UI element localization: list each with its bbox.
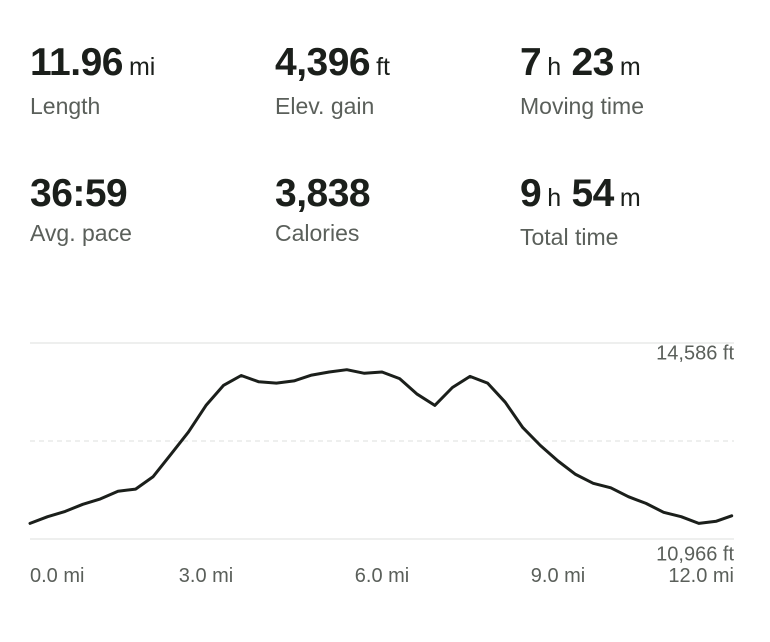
stat-number: 23	[571, 41, 614, 84]
stat-label: Avg. pace	[30, 220, 132, 246]
stat-label: Length	[30, 93, 101, 119]
stat-value: 3,838	[275, 171, 520, 217]
x-tick-label: 6.0 mi	[355, 565, 409, 587]
stats-grid: 11.96 mi Length 4,396 ft Elev. gain 7 h 23 m Movi…	[30, 40, 750, 281]
stat-number: 9	[520, 172, 542, 215]
elevation-chart: 14,586 ft 10,966 ft 0.0 mi 3.0 mi 6.0 mi 9.0 …	[28, 342, 734, 587]
stat-label: Calories	[275, 220, 360, 246]
stat-label: Total time	[520, 224, 619, 250]
stat-unit: m	[619, 184, 641, 212]
stat-label: Moving time	[520, 93, 644, 119]
stat-number: 36:59	[30, 172, 128, 215]
x-tick-label: 9.0 mi	[531, 565, 585, 587]
stat-label: Elev. gain	[275, 93, 375, 119]
stat-unit: m	[619, 53, 641, 81]
stat-number: 3,838	[275, 172, 371, 215]
stat-unit: mi	[128, 53, 156, 81]
stat-value: 36:59	[30, 171, 275, 217]
stat-calories: 3,838 Calories	[275, 171, 520, 281]
stat-unit: h	[547, 53, 562, 81]
y-axis-label: 14,586 ft	[656, 342, 734, 364]
x-tick-label: 12.0 mi	[668, 565, 734, 587]
stat-elev-gain: 4,396 ft Elev. gain	[275, 40, 520, 171]
stat-number: 4,396	[275, 41, 371, 84]
stat-avg-pace: 36:59 Avg. pace	[30, 171, 275, 281]
stat-value: 4,396 ft	[275, 40, 520, 90]
x-tick-label: 3.0 mi	[179, 565, 233, 587]
stat-length: 11.96 mi Length	[30, 40, 275, 171]
elevation-line	[28, 368, 734, 525]
stat-unit: ft	[376, 53, 391, 81]
y-axis-label: 10,966 ft	[656, 544, 734, 566]
stat-unit: h	[547, 184, 562, 212]
stat-number: 11.96	[30, 41, 123, 84]
stat-value: 11.96 mi	[30, 40, 275, 90]
x-tick-label: 0.0 mi	[30, 565, 84, 587]
stat-number: 7	[520, 41, 542, 84]
stat-number: 54	[571, 172, 614, 215]
